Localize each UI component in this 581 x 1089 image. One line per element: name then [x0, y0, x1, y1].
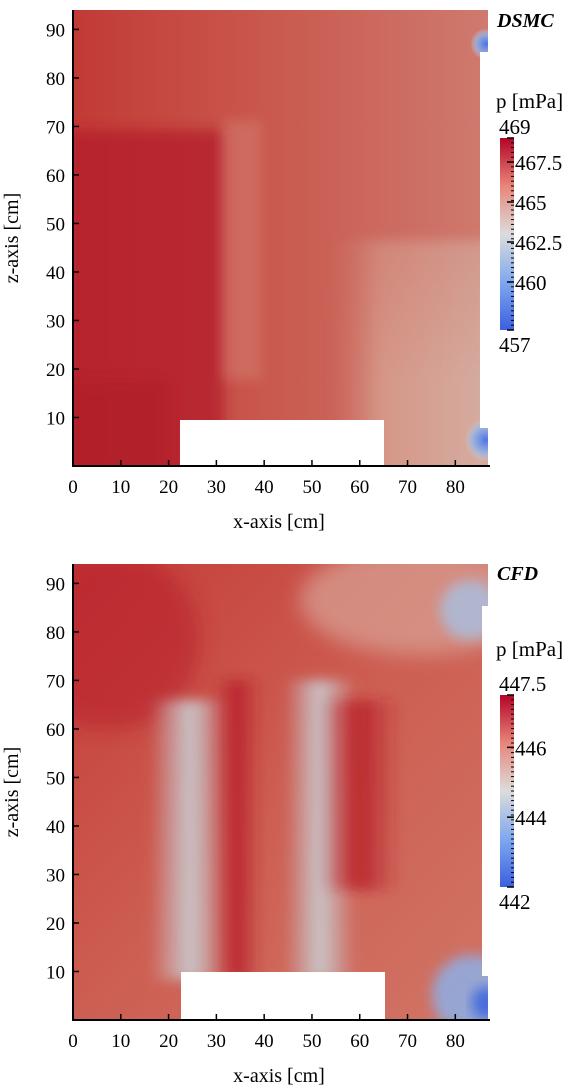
cfd-y-axis-label: z-axis [cm] [1, 747, 23, 838]
x-tick-label: 10 [111, 477, 130, 498]
y-tick-label: 50 [46, 214, 65, 235]
cfd-x-axis-label: x-axis [cm] [233, 1065, 325, 1087]
y-tick-label: 30 [46, 865, 65, 886]
y-tick-label: 10 [46, 408, 65, 429]
x-tick-label: 70 [398, 1031, 417, 1052]
cfd-panel: 0 10 20 30 40 50 60 70 80 10 20 30 40 50 60 70 80 90 x-a… [1, 563, 563, 1087]
y-tick-label: 60 [46, 720, 65, 741]
colorbar-tick-label: 444 [515, 806, 547, 830]
x-tick-label: 50 [302, 477, 321, 498]
x-tick-label: 10 [111, 1031, 130, 1052]
dsmc-obstacle [180, 420, 384, 467]
colorbar-tick-label: 467.5 [515, 151, 562, 175]
colorbar-tick-label: 457 [499, 333, 531, 357]
colorbar-tick-label: 447.5 [499, 672, 546, 696]
cfd-y-ticks: 10 20 30 40 50 60 70 80 90 [46, 574, 79, 983]
colorbar-tick-label: 462.5 [515, 231, 562, 255]
x-tick-label: 80 [446, 477, 465, 498]
dsmc-y-axis-label: z-axis [cm] [1, 193, 23, 284]
dsmc-y-ticks: 10 20 30 40 50 60 70 80 90 [46, 20, 79, 429]
y-tick-label: 30 [46, 311, 65, 332]
dsmc-colorbar-label: p [mPa] [496, 89, 563, 113]
y-tick-label: 80 [46, 623, 65, 644]
x-tick-label: 30 [207, 1031, 226, 1052]
colorbar-tick-label: 446 [515, 736, 547, 760]
dsmc-panel-title: DSMC [496, 10, 554, 32]
cfd-pressure-field [73, 564, 488, 1020]
colorbar-tick-label: 465 [515, 191, 547, 215]
colorbar-tick-label: 460 [515, 271, 547, 295]
cfd-panel-title: CFD [497, 563, 538, 585]
x-tick-label: 80 [446, 1031, 465, 1052]
y-tick-label: 90 [46, 574, 65, 595]
y-tick-label: 60 [46, 166, 65, 187]
x-tick-label: 20 [159, 1031, 178, 1052]
x-tick-label: 60 [350, 1031, 369, 1052]
x-tick-label: 0 [68, 477, 78, 498]
dsmc-pressure-field [73, 10, 488, 466]
cfd-colorbar [500, 695, 514, 887]
dsmc-colorbar-ticks: 469 467.5 465 462.5 460 457 [499, 115, 562, 357]
cfd-obstacle [181, 972, 385, 1020]
x-tick-label: 70 [398, 477, 417, 498]
y-tick-label: 70 [46, 671, 65, 692]
cfd-colorbar-ticks: 447.5 446 444 442 [499, 672, 547, 914]
y-tick-label: 80 [46, 69, 65, 90]
x-tick-label: 60 [350, 477, 369, 498]
y-tick-label: 10 [46, 962, 65, 983]
dsmc-panel: 0 10 20 30 40 50 60 70 80 10 20 30 40 50 60 70 80 90 x-a… [1, 10, 563, 533]
cfd-x-ticks: 0 10 20 30 40 50 60 70 80 [68, 1014, 465, 1052]
x-tick-label: 40 [255, 1031, 274, 1052]
y-tick-label: 70 [46, 117, 65, 138]
cfd-colorbar-label: p [mPa] [496, 637, 563, 661]
x-tick-label: 20 [159, 477, 178, 498]
y-tick-label: 20 [46, 914, 65, 935]
dsmc-x-ticks: 0 10 20 30 40 50 60 70 80 [68, 460, 465, 498]
x-tick-label: 0 [68, 1031, 78, 1052]
colorbar-tick-label: 442 [499, 890, 531, 914]
dsmc-x-axis-label: x-axis [cm] [233, 511, 325, 533]
y-tick-label: 40 [46, 817, 65, 838]
y-tick-label: 40 [46, 263, 65, 284]
y-tick-label: 90 [46, 20, 65, 41]
x-tick-label: 40 [255, 477, 274, 498]
colorbar-tick-label: 469 [499, 115, 531, 139]
x-tick-label: 50 [302, 1031, 321, 1052]
y-tick-label: 20 [46, 360, 65, 381]
x-tick-label: 30 [207, 477, 226, 498]
y-tick-label: 50 [46, 768, 65, 789]
